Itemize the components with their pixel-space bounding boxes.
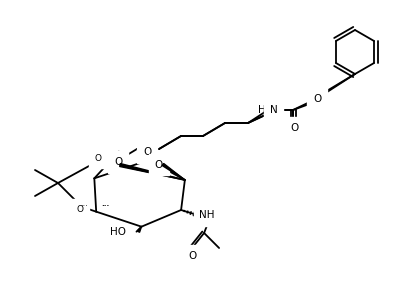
Text: O: O — [76, 205, 83, 213]
Polygon shape — [137, 227, 142, 232]
Text: N: N — [270, 105, 278, 115]
Polygon shape — [120, 163, 185, 180]
Text: O: O — [313, 94, 321, 104]
Text: H: H — [258, 105, 266, 115]
Text: O: O — [95, 154, 102, 163]
Text: O: O — [114, 157, 122, 167]
Polygon shape — [162, 163, 185, 180]
Text: ···: ··· — [101, 203, 110, 209]
Text: NH: NH — [199, 210, 215, 220]
Text: ···: ··· — [81, 202, 88, 211]
Text: O: O — [155, 160, 163, 170]
Text: O: O — [188, 251, 196, 261]
Text: HO: HO — [110, 227, 127, 237]
Text: O: O — [143, 147, 151, 157]
Text: O: O — [290, 123, 298, 133]
